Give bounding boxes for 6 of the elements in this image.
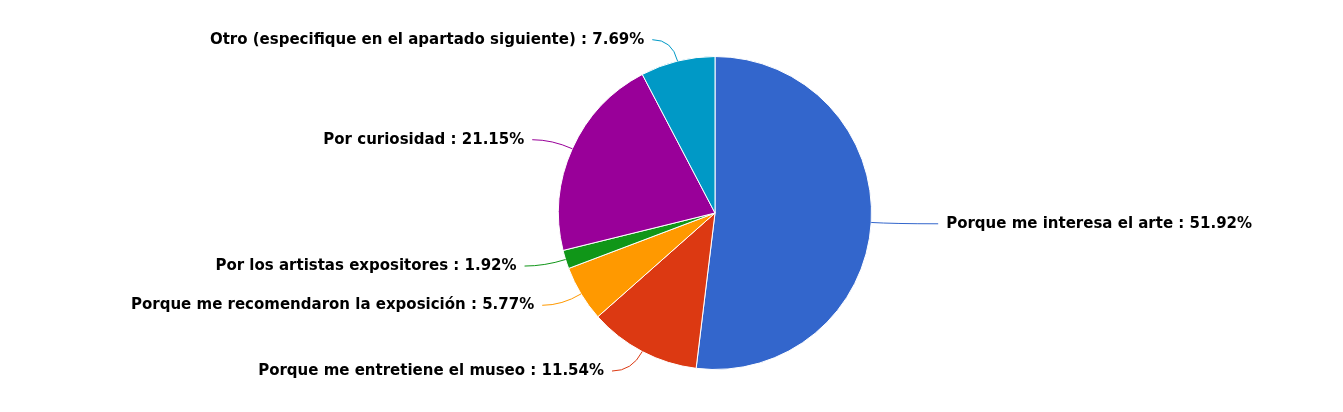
slice-label: Por los artistas expositores : 1.92% xyxy=(215,255,517,274)
slice-label: Por curiosidad : 21.15% xyxy=(323,129,525,148)
slice-label: Otro (especifique en el apartado siguiente) : 7.69% xyxy=(209,29,645,48)
slice-label: Porque me entretiene el museo : 11.54% xyxy=(258,360,605,379)
slice-label: Porque me recomendaron la exposición : 5.77% xyxy=(131,295,535,314)
slice-label: Porque me interesa el arte : 51.92% xyxy=(946,213,1253,232)
